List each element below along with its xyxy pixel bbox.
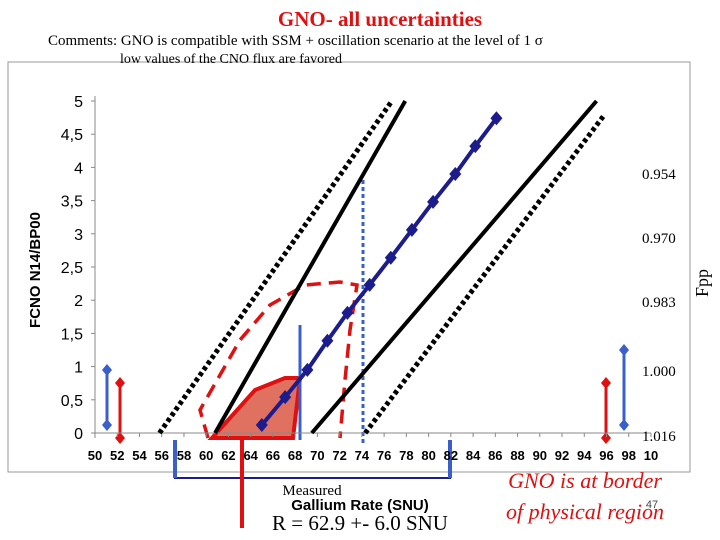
y2-axis-label: Fpp bbox=[692, 269, 712, 297]
x-tick-label: 78 bbox=[399, 448, 413, 463]
y-tick-label: 0 bbox=[74, 426, 83, 443]
x-tick-label: 10 bbox=[644, 448, 658, 463]
x-tick-label: 86 bbox=[488, 448, 502, 463]
series-line bbox=[363, 113, 607, 435]
marker bbox=[405, 222, 418, 237]
marker bbox=[427, 194, 440, 209]
x-tick-label: 66 bbox=[266, 448, 280, 463]
x-tick-label: 72 bbox=[332, 448, 346, 463]
x-tick-label: 90 bbox=[533, 448, 547, 463]
side-bar-end bbox=[601, 377, 611, 444]
x-tick-label: 60 bbox=[199, 448, 213, 463]
x-tick-label: 76 bbox=[377, 448, 391, 463]
measured-label: Measured bbox=[282, 483, 342, 499]
marker bbox=[449, 167, 462, 182]
marker bbox=[321, 333, 334, 348]
series-line bbox=[213, 100, 407, 434]
marker bbox=[469, 139, 482, 154]
marker bbox=[490, 111, 503, 126]
marker bbox=[255, 418, 268, 433]
marker bbox=[279, 390, 292, 405]
x-tick-label: 96 bbox=[599, 448, 613, 463]
y-tick-label: 4 bbox=[74, 160, 83, 177]
y-axis-label: FCNO N14/BP00 bbox=[27, 212, 44, 328]
note: of physical region bbox=[506, 499, 664, 524]
x-tick-label: 58 bbox=[177, 448, 191, 463]
x-tick-label: 50 bbox=[88, 448, 102, 463]
y-tick-label: 5 bbox=[74, 94, 83, 111]
y-tick-label: 3,5 bbox=[61, 194, 83, 211]
y-tick-label: 4,5 bbox=[61, 127, 83, 144]
y-tick-label: 1,5 bbox=[61, 326, 83, 343]
x-axis-label: Gallium Rate (SNU) bbox=[291, 497, 429, 514]
y-tick-label: 1 bbox=[74, 360, 83, 377]
marker bbox=[301, 362, 314, 377]
slide-title: GNO- all uncertainties bbox=[278, 7, 482, 31]
side-bar-end bbox=[115, 377, 125, 444]
fpp-label: 1.000 bbox=[642, 364, 676, 380]
x-tick-label: 74 bbox=[355, 448, 370, 463]
y-tick-label: 0,5 bbox=[61, 393, 83, 410]
measured-value: R = 62.9 +- 6.0 SNU bbox=[272, 511, 448, 535]
x-tick-label: 88 bbox=[510, 448, 524, 463]
marker bbox=[363, 277, 376, 292]
region-contour bbox=[198, 280, 359, 439]
x-tick-label: 68 bbox=[288, 448, 302, 463]
series-line bbox=[260, 117, 499, 427]
x-tick-label: 52 bbox=[110, 448, 124, 463]
side-bar-end bbox=[102, 364, 112, 431]
y-tick-label: 2,5 bbox=[61, 260, 83, 277]
x-tick-label: 64 bbox=[243, 448, 258, 463]
comment: low values of the CNO flux are favored bbox=[120, 52, 342, 67]
note: GNO is at border bbox=[508, 468, 662, 493]
marker bbox=[341, 305, 354, 320]
x-tick-label: 98 bbox=[622, 448, 636, 463]
y-tick-label: 2 bbox=[74, 293, 83, 310]
x-tick-label: 82 bbox=[444, 448, 458, 463]
x-tick-label: 94 bbox=[577, 448, 592, 463]
x-tick-label: 84 bbox=[466, 448, 481, 463]
fpp-label: 0.983 bbox=[642, 295, 676, 311]
series-line bbox=[310, 99, 599, 435]
marker bbox=[384, 250, 397, 265]
x-tick-label: 70 bbox=[310, 448, 324, 463]
region bbox=[207, 376, 303, 440]
fpp-label: 0.970 bbox=[642, 231, 676, 247]
series-line bbox=[157, 99, 394, 435]
y-tick-label: 3 bbox=[74, 227, 83, 244]
page-number: 47 bbox=[646, 499, 658, 511]
x-tick-label: 92 bbox=[555, 448, 569, 463]
comment: Comments: GNO is compatible with SSM + o… bbox=[48, 33, 543, 49]
chart-frame bbox=[7, 61, 691, 473]
fpp-label: 1.016 bbox=[642, 429, 676, 445]
x-tick-label: 62 bbox=[221, 448, 235, 463]
x-tick-label: 54 bbox=[132, 448, 147, 463]
x-tick-label: 80 bbox=[421, 448, 435, 463]
fpp-label: 0.954 bbox=[642, 167, 676, 183]
x-tick-label: 56 bbox=[154, 448, 168, 463]
